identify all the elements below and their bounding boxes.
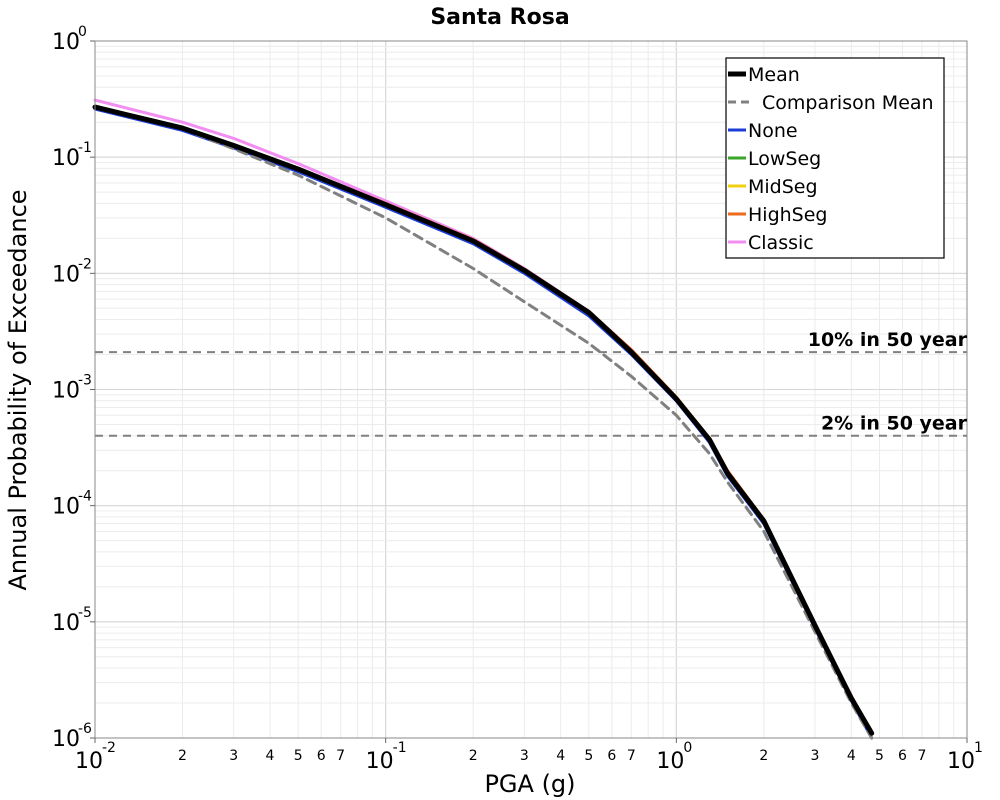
x-tick-label: 10 bbox=[75, 749, 103, 774]
x-minor-tick-label: 7 bbox=[336, 748, 345, 764]
x-minor-tick-label: 2 bbox=[469, 748, 478, 764]
y-tick-exponent: 0 bbox=[78, 24, 87, 40]
x-minor-tick-label: 5 bbox=[294, 748, 303, 764]
x-axis-label: PGA (g) bbox=[484, 770, 575, 798]
x-tick-label: 10 bbox=[656, 749, 684, 774]
y-tick-label: 10 bbox=[52, 495, 80, 520]
reference-lines bbox=[95, 351, 967, 437]
x-minor-tick-label: 6 bbox=[607, 748, 616, 764]
y-tick-exponent: -6 bbox=[78, 721, 92, 737]
y-tick-exponent: -2 bbox=[78, 256, 92, 272]
series-lines bbox=[92, 98, 875, 740]
y-tick-exponent: -3 bbox=[78, 373, 92, 389]
y-tick-label: 10 bbox=[52, 30, 80, 55]
legend-label: Mean bbox=[748, 64, 800, 86]
legend: Mean Comparison Mean None LowSeg MidSeg HighS… bbox=[725, 57, 945, 259]
x-tick-exponent: -2 bbox=[102, 740, 116, 756]
series-line-mean bbox=[92, 104, 875, 736]
x-tick-exponent: 0 bbox=[683, 740, 692, 756]
y-tick-label: 10 bbox=[52, 146, 80, 171]
legend-label: Comparison Mean bbox=[762, 92, 934, 114]
legend-label: LowSeg bbox=[748, 148, 821, 170]
y-tick-exponent: -4 bbox=[78, 489, 92, 505]
x-minor-tick-label: 3 bbox=[811, 748, 820, 764]
x-minor-tick-label: 5 bbox=[875, 748, 884, 764]
y-tick-label: 10 bbox=[52, 727, 80, 752]
series-line-comparison-mean bbox=[93, 105, 874, 740]
legend-label: HighSeg bbox=[748, 204, 827, 226]
x-minor-tick-label: 2 bbox=[178, 748, 187, 764]
x-minor-tick-label: 4 bbox=[556, 748, 565, 764]
x-minor-tick-label: 4 bbox=[847, 748, 856, 764]
x-minor-tick-label: 6 bbox=[898, 748, 907, 764]
y-tick-label: 10 bbox=[52, 379, 80, 404]
x-minor-tick-label: 5 bbox=[584, 748, 593, 764]
y-tick-label: 10 bbox=[52, 611, 80, 636]
x-minor-tick-label: 4 bbox=[266, 748, 275, 764]
x-minor-tick-label: 7 bbox=[627, 748, 636, 764]
x-tick-label: 10 bbox=[366, 749, 394, 774]
legend-label: Classic bbox=[748, 232, 814, 254]
reference-line-label: 10% in 50 year bbox=[808, 329, 968, 351]
x-minor-tick-label: 3 bbox=[520, 748, 529, 764]
y-tick-label: 10 bbox=[52, 262, 80, 287]
x-minor-tick-label: 3 bbox=[229, 748, 238, 764]
x-minor-tick-label: 6 bbox=[317, 748, 326, 764]
reference-line-label: 2% in 50 year bbox=[821, 413, 968, 435]
x-tick-label: 10 bbox=[947, 749, 975, 774]
y-axis-label: Annual Probability of Exceedance bbox=[4, 189, 32, 590]
legend-box bbox=[725, 57, 945, 259]
y-tick-exponent: -5 bbox=[78, 605, 92, 621]
x-tick-exponent: -1 bbox=[393, 740, 407, 756]
reference-labels: 10% in 50 year 2% in 50 year bbox=[808, 329, 968, 435]
chart-title: Santa Rosa bbox=[430, 5, 569, 30]
legend-label: None bbox=[748, 120, 798, 142]
legend-label: MidSeg bbox=[748, 176, 818, 198]
x-minor-tick-label: 2 bbox=[759, 748, 768, 764]
x-minor-tick-label: 7 bbox=[918, 748, 927, 764]
x-tick-exponent: 1 bbox=[974, 740, 983, 756]
y-tick-exponent: -1 bbox=[78, 140, 92, 156]
